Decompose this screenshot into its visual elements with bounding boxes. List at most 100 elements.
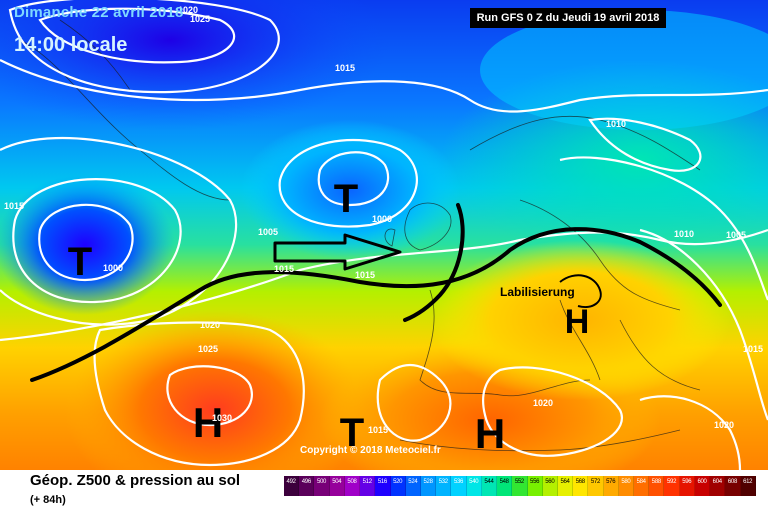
isobar-label: 1010 xyxy=(674,229,694,239)
low-pressure-label-south: T xyxy=(340,411,364,455)
isobar-label: 1020 xyxy=(533,398,553,408)
legend-cell: 516 xyxy=(375,476,391,496)
legend-cell: 532 xyxy=(436,476,452,496)
legend-cell-label: 580 xyxy=(621,479,631,485)
legend-cell-label: 592 xyxy=(667,479,677,485)
legend-cell: 568 xyxy=(573,476,589,496)
model-run-label: Run GFS 0 Z du Jeudi 19 avril 2018 xyxy=(470,8,666,28)
legend-cell-label: 560 xyxy=(545,479,555,485)
legend-cell: 520 xyxy=(390,476,406,496)
legend-cell: 552 xyxy=(512,476,528,496)
legend-cell-label: 536 xyxy=(453,479,464,485)
isobar-label: 1020 xyxy=(714,420,734,430)
legend-cells: 492 496 500 504 508 512 516 520 524 528 532 536 540 5… xyxy=(284,476,756,496)
legend-cell-label: 604 xyxy=(712,479,722,485)
jet-stream-line xyxy=(30,203,722,382)
isobar-labels: 1020 1025 1015 1010 1015 1000 1000 1005 … xyxy=(4,5,763,435)
forecast-time: 14:00 locale xyxy=(14,34,128,56)
legend-cell: 556 xyxy=(527,476,543,496)
isobar-label: 1010 xyxy=(606,119,626,129)
legend-cell-label: 596 xyxy=(682,479,692,485)
legend-cell-label: 544 xyxy=(484,479,494,485)
legend-cell: 548 xyxy=(497,476,513,496)
legend-cell-label: 524 xyxy=(408,479,418,485)
isobar-label: 1005 xyxy=(726,230,746,240)
isobar-label: 1030 xyxy=(212,413,232,423)
legend-cell-label: 512 xyxy=(362,479,372,485)
legend-cell-label: 496 xyxy=(301,479,311,485)
legend-cell-label: 528 xyxy=(423,479,433,485)
legend-cell: 600 xyxy=(694,476,711,496)
legend-cell-label: 568 xyxy=(575,479,585,485)
low-pressure-label-west: T xyxy=(68,240,92,284)
legend-cell: 608 xyxy=(725,476,741,496)
legend-cell-label: 504 xyxy=(332,479,342,485)
legend-cell-label: 600 xyxy=(697,479,707,485)
legend-cell-label: 492 xyxy=(286,479,296,485)
isobar-label: 1015 xyxy=(274,264,294,274)
legend-cell-label: 584 xyxy=(636,479,646,485)
legend-cell: 496 xyxy=(299,476,315,496)
legend-cell-label: 612 xyxy=(743,479,753,485)
isobar-label: 1025 xyxy=(198,344,218,354)
legend-cell: 580 xyxy=(618,476,635,496)
legend-cell-label: 608 xyxy=(727,479,738,485)
isobar-label: 1020 xyxy=(178,5,198,15)
weather-map: T T T H H H Labilisierung 1020 1025 1015… xyxy=(0,0,768,470)
labilisierung-outline xyxy=(559,274,602,308)
isobar-label: 1005 xyxy=(258,227,278,237)
legend-cell-label: 564 xyxy=(560,479,570,485)
legend-cell-label: 556 xyxy=(530,479,540,485)
forecast-offset: (+ 84h) xyxy=(30,494,66,506)
isobar-label: 1000 xyxy=(103,263,123,273)
legend-cell: 504 xyxy=(329,476,345,496)
isobar-label: 1015 xyxy=(4,201,24,211)
legend-cell: 500 xyxy=(314,476,330,496)
legend-cell: 588 xyxy=(649,476,665,496)
legend-cell: 572 xyxy=(588,476,604,496)
legend-cell: 508 xyxy=(344,476,361,496)
legend-cell: 536 xyxy=(451,476,467,496)
isobar-label: 1015 xyxy=(335,63,355,73)
legend-cell: 528 xyxy=(420,476,437,496)
low-pressure-label-north: T xyxy=(334,177,358,221)
flow-arrow-icon xyxy=(273,233,402,271)
isobar-label: 1025 xyxy=(190,14,210,24)
isobar-label: 1015 xyxy=(743,344,763,354)
legend-cell-label: 508 xyxy=(347,479,357,485)
legend-cell: 584 xyxy=(634,476,650,496)
legend-cell: 560 xyxy=(542,476,558,496)
legend-cell: 492 xyxy=(284,476,300,496)
legend-cell-label: 516 xyxy=(377,479,387,485)
isobar-label: 1015 xyxy=(355,270,375,280)
isobar-label: 1000 xyxy=(372,214,392,224)
high-pressure-label-south: H xyxy=(475,410,505,457)
legend-cell: 544 xyxy=(481,476,498,496)
legend-cell: 604 xyxy=(710,476,726,496)
legend-cell-label: 532 xyxy=(438,479,448,485)
legend-cell: 564 xyxy=(557,476,574,496)
copyright-text: Copyright © 2018 Meteociel.fr xyxy=(300,445,441,456)
map-title: Géop. Z500 & pression au sol xyxy=(30,472,241,489)
color-legend: 492 496 500 504 508 512 516 520 524 528 532 536 540 5… xyxy=(284,476,756,506)
legend-cell: 512 xyxy=(360,476,376,496)
isobar-label: 1015 xyxy=(368,425,388,435)
isobars xyxy=(0,0,768,470)
legend-cell-label: 576 xyxy=(606,479,616,485)
high-pressure-label-southwest: H xyxy=(193,399,223,446)
legend-cell: 612 xyxy=(740,476,756,496)
coastlines xyxy=(19,19,701,452)
labilisierung-label: Labilisierung xyxy=(500,285,575,299)
forecast-date: Dimanche 22 avril 2018 xyxy=(14,4,184,21)
legend-cell: 540 xyxy=(466,476,482,496)
legend-cell-label: 588 xyxy=(651,479,661,485)
legend-cell-label: 520 xyxy=(393,479,403,485)
legend-cell: 592 xyxy=(664,476,680,496)
high-pressure-label-east: H xyxy=(565,303,590,341)
legend-cell-label: 552 xyxy=(514,479,524,485)
legend-cell-label: 548 xyxy=(499,479,509,485)
legend-cell: 596 xyxy=(679,476,695,496)
legend-cell-label: 540 xyxy=(469,479,479,485)
legend-cell-label: 500 xyxy=(316,479,327,485)
legend-cell: 576 xyxy=(603,476,619,496)
